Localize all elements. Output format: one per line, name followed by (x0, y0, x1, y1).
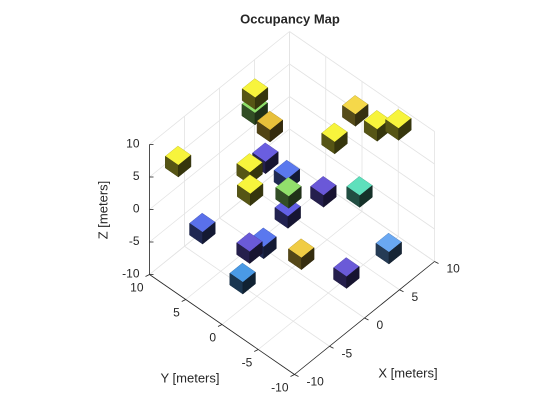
grid-line (289, 31, 435, 132)
voxel (375, 232, 402, 265)
voxel (342, 95, 369, 127)
voxel-side (388, 241, 402, 265)
z-axis-label: Z [meters] (95, 181, 110, 240)
y-tick (145, 274, 150, 277)
voxel (229, 262, 256, 295)
y-tick-label: 0 (209, 331, 216, 345)
voxel-side (263, 236, 277, 260)
voxel-side (323, 184, 337, 208)
voxel (321, 122, 348, 155)
grid-line (149, 161, 290, 275)
voxel (333, 257, 360, 289)
z-tick-label: -5 (129, 234, 140, 248)
x-tick-label: 5 (412, 290, 419, 304)
x-tick (399, 289, 404, 293)
grid-line (289, 161, 435, 262)
voxel (275, 177, 302, 209)
y-tick (290, 374, 295, 377)
x-tick-label: -10 (307, 375, 325, 389)
voxel (310, 176, 337, 208)
voxel-side (250, 183, 264, 207)
grid-line (257, 236, 399, 350)
voxel (189, 212, 216, 245)
grid-line (149, 31, 290, 145)
voxel (236, 232, 263, 265)
y-tick-label: -5 (242, 356, 253, 370)
voxel-side (301, 247, 315, 271)
voxel (241, 78, 269, 111)
voxel (385, 109, 412, 141)
y-tick-label: 5 (173, 306, 180, 320)
y-axis-label: Y [meters] (160, 370, 219, 385)
x-axis-label: X [meters] (378, 365, 437, 380)
chart-title: Occupancy Map (240, 11, 340, 26)
y-tick-label: 10 (130, 281, 144, 295)
voxel (236, 174, 264, 207)
grid-line (289, 96, 435, 197)
voxel (288, 238, 315, 271)
voxel-side (346, 266, 360, 289)
voxel-side (254, 87, 269, 111)
y-tick (254, 349, 259, 352)
voxel-side (242, 271, 256, 295)
z-tick-label: 0 (133, 202, 140, 216)
voxel-side (287, 205, 301, 229)
voxel-side (178, 154, 192, 178)
voxel-side (202, 221, 216, 245)
z-tick-label: 5 (133, 169, 140, 183)
x-tick (364, 317, 369, 321)
voxel-side (398, 117, 412, 141)
grid-line (221, 211, 363, 325)
x-tick-label: 0 (377, 318, 384, 332)
x-tick-label: 10 (447, 262, 461, 276)
voxel-side (249, 241, 263, 265)
voxel-side (288, 185, 302, 209)
voxel-side (334, 131, 348, 155)
y-tick (181, 299, 186, 302)
voxel-side (265, 151, 279, 175)
y-tick-label: -10 (271, 381, 289, 395)
x-tick (294, 374, 299, 377)
voxel (256, 110, 284, 143)
voxel (164, 145, 192, 178)
x-tick (329, 345, 334, 349)
z-tick-label: 10 (126, 137, 140, 151)
z-tick-label: -10 (122, 267, 140, 281)
x-tick-label: -5 (342, 346, 353, 360)
x-tick (434, 261, 439, 264)
voxel (346, 176, 373, 208)
voxel-side (359, 184, 373, 208)
y-tick (217, 324, 223, 327)
voxel-side (269, 119, 283, 143)
voxel-side (355, 103, 369, 127)
